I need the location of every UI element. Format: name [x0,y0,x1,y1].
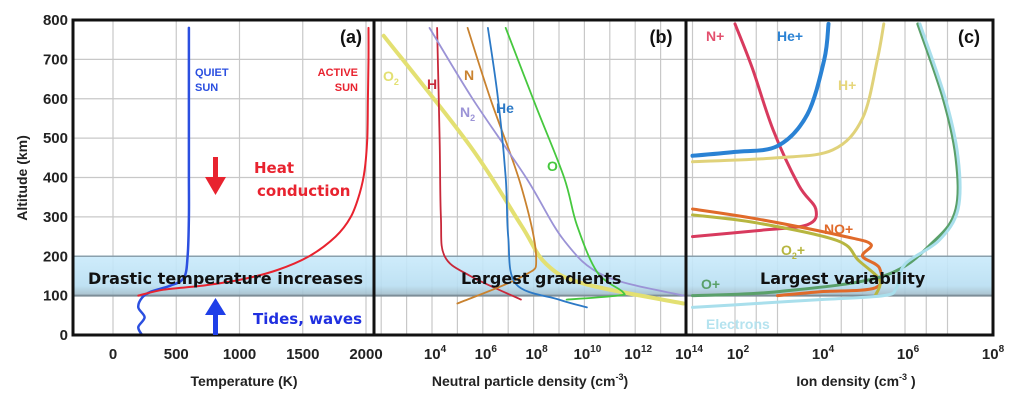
tides-waves-label: Tides, waves [253,310,362,328]
y-tick-label: 700 [43,51,68,68]
x-tick-label-a: 1500 [286,346,319,363]
curve-h [436,27,522,301]
x-tick-label-a: 2000 [349,346,382,363]
no-plus-label: NO+ [824,221,853,237]
curve-active-sun [137,26,370,297]
x-axis-label-c: Ion density (cm-3 ) [796,372,915,389]
n2-label: N2 [460,104,475,123]
n-label: N [464,67,474,83]
tides-waves-arrow-icon [205,298,226,335]
x-tick-label-c: 106 [897,344,920,363]
curve-he-plus [690,21,831,158]
panel-frame-c [684,18,995,337]
x-tick-label-b: 104 [424,344,447,363]
x-tick-label-b: 1012 [624,344,652,363]
highlight-band [73,256,993,296]
y-tick-label: 600 [43,91,68,108]
x-tick-label-c: 104 [812,344,835,363]
y-tick-label: 400 [43,170,68,187]
he-label: He [496,100,514,116]
curve-n [456,27,538,305]
h-label: H [427,76,437,92]
x-tick-label-b: 1014 [675,344,703,363]
heat-conduction-arrow-icon [205,157,226,195]
quiet-sun-label-line2: SUN [195,82,218,94]
curve-quiet-sun [137,26,191,337]
active-sun-label-line1: ACTIVE [318,67,358,79]
band-label-b: Largest gradients [461,269,621,288]
active-sun-label-line2: SUN [335,82,358,94]
conduction-label: conduction [257,182,350,200]
panel-tag-c: (c) [958,27,980,47]
curve-o2 [381,33,686,306]
y-tick-label: 500 [43,130,68,147]
y-tick-label: 0 [60,327,68,344]
y-tick-label: 800 [43,12,68,29]
x-tick-label-a: 1000 [223,346,256,363]
x-tick-label-b: 108 [525,344,548,363]
o2-plus-label: O2+ [781,242,805,261]
x-axis-label-a: Temperature (K) [190,373,297,389]
y-axis-label: Altitude (km) [14,135,30,221]
x-tick-label-b: 1010 [573,344,601,363]
curve-n2 [428,27,685,297]
curve-o-plus [691,22,960,298]
electrons-label: Electrons [706,316,770,332]
n-plus-label: N+ [706,28,724,44]
y-tick-label: 100 [43,288,68,305]
curve-o2-plus [691,213,882,298]
o2-label: O2 [383,68,399,87]
heat-label: Heat [254,159,294,177]
x-axis-label-b: Neutral particle density (cm-3) [432,372,628,389]
y-tick-label: 200 [43,248,68,265]
panel-tag-b: (b) [650,27,673,47]
x-tick-label-b: 106 [475,344,498,363]
curve-he [487,27,588,309]
x-tick-label-c: 102 [727,344,750,363]
panel-tag-a: (a) [340,27,362,47]
band-label-c: Largest variability [760,269,926,288]
curve-no-plus [691,207,884,298]
he-plus-label: He+ [777,28,803,44]
curve-electrons [691,22,962,309]
y-tick-label: 300 [43,209,68,226]
quiet-sun-label-line1: QUIET [195,67,229,79]
o-label: O [547,158,558,174]
band-label-a: Drastic temperature increases [88,269,363,288]
o-plus-label: O+ [701,276,720,292]
h-plus-label: H+ [838,77,856,93]
x-tick-label-a: 0 [109,346,117,363]
curve-n-plus [691,22,818,239]
curve-o [504,27,626,301]
curve-h-plus [691,22,886,164]
x-tick-label-a: 500 [164,346,189,363]
x-tick-label-c: 108 [982,344,1005,363]
